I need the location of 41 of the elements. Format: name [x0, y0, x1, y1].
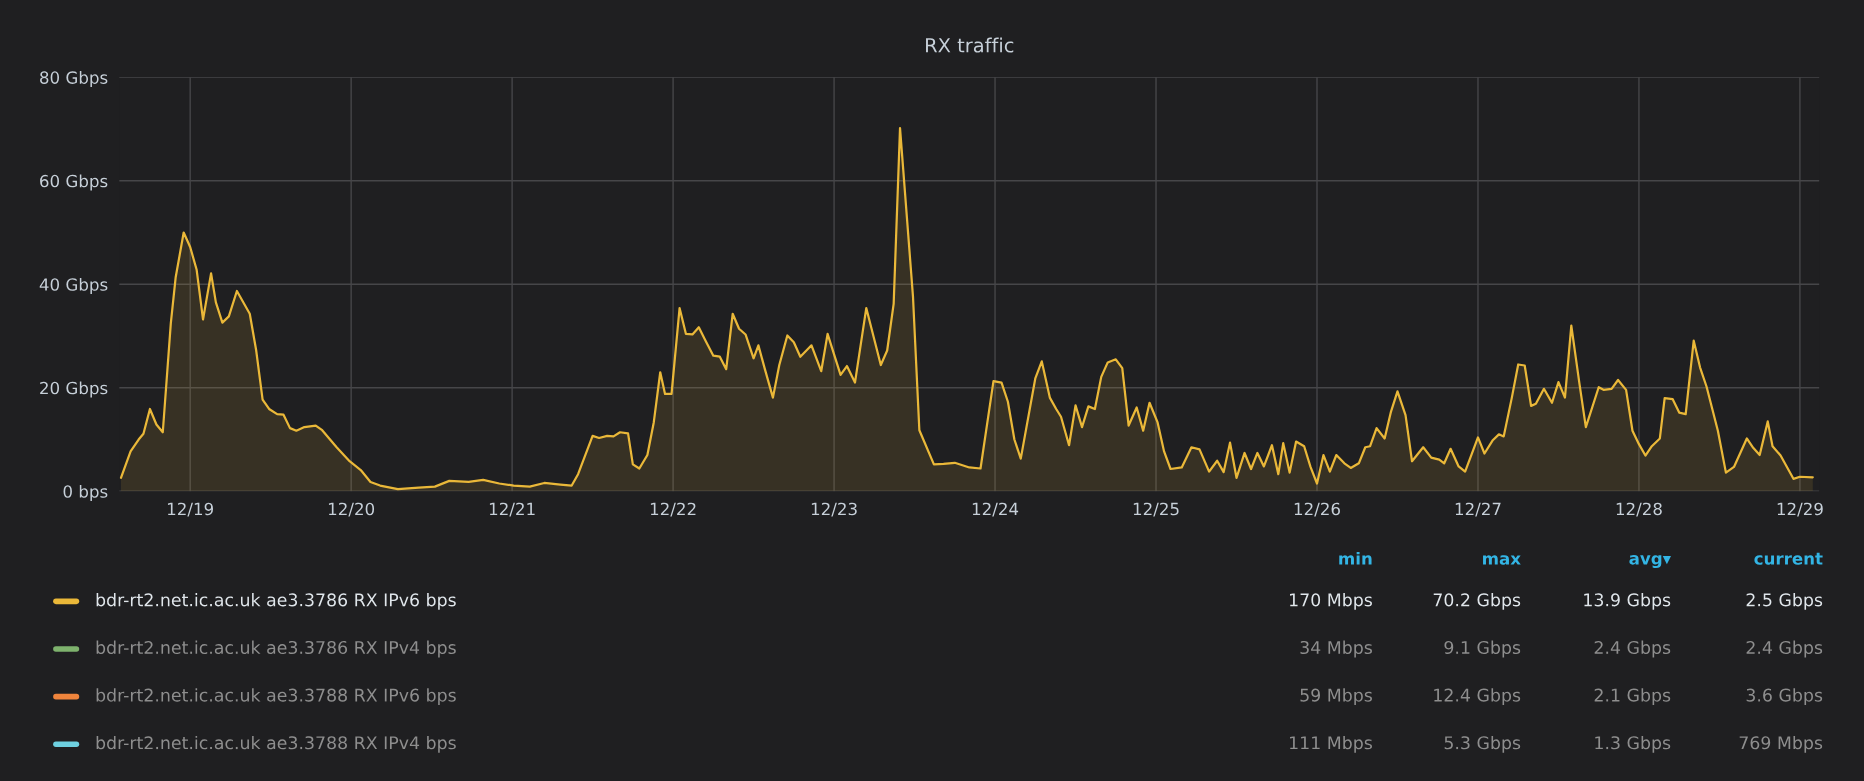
text: 1.3 Gbps	[1595, 735, 1671, 753]
y-tick-label: 20 Gbps	[40, 381, 108, 398]
text: max	[1483, 555, 1521, 565]
text: min	[1339, 551, 1372, 565]
text: 13.9 Gbps	[1584, 592, 1671, 610]
x-tick-label: 12/24	[972, 502, 1019, 517]
x-tick-label: 12/25	[1133, 502, 1179, 517]
chart-title: RX traffic	[926, 37, 1014, 53]
text: 59 Mbps	[1300, 688, 1372, 706]
y-tick-label: 40 Gbps	[39, 277, 108, 295]
legend-label: bdr-rt2.net.ic.ac.uk ae3.3788 RX IPv6 bps	[96, 688, 456, 706]
text: 5.3 Gbps	[1444, 735, 1521, 753]
text: 111 Mbps	[1290, 735, 1372, 753]
text: 170 Mbps	[1290, 592, 1372, 610]
text: 12.4 Gbps	[1434, 688, 1521, 706]
text: 70.2 Gbps	[1433, 592, 1521, 610]
legend-label: bdr-rt2.net.ic.ac.uk ae3.3788 RX IPv4 bps	[96, 735, 456, 753]
text: 2.4 Gbps	[1746, 640, 1823, 658]
y-tick-label: 0 bps	[63, 484, 108, 502]
x-tick-label: 12/29	[1777, 502, 1823, 517]
x-tick-label: 12/27	[1455, 502, 1501, 517]
legend-label: bdr-rt2.net.ic.ac.uk ae3.3786 RX IPv4 bps	[96, 640, 456, 658]
x-tick-label: 12/19	[167, 502, 214, 517]
x-tick-label: 12/21	[489, 502, 535, 517]
text: avg▾	[1629, 555, 1672, 569]
y-tick-label: 80 Gbps	[40, 70, 108, 88]
text: current	[1754, 552, 1823, 565]
text: 9.1 Gbps	[1444, 640, 1521, 658]
y-tick-label: 60 Gbps	[40, 174, 108, 191]
x-tick-label: 12/26	[1294, 502, 1340, 517]
text: 2.4 Gbps	[1594, 640, 1671, 658]
x-tick-label: 12/20	[328, 502, 375, 517]
text: 769 Mbps	[1739, 735, 1823, 753]
legend-label: bdr-rt2.net.ic.ac.uk ae3.3786 RX IPv6 bps	[96, 592, 456, 610]
x-tick-label: 12/28	[1616, 502, 1662, 517]
text: 2.1 Gbps	[1594, 688, 1671, 706]
text: 2.5 Gbps	[1746, 592, 1823, 610]
text: 3.6 Gbps	[1746, 688, 1823, 706]
x-tick-label: 12/23	[811, 502, 857, 517]
x-tick-label: 12/22	[650, 502, 696, 517]
text: 34 Mbps	[1300, 640, 1372, 658]
